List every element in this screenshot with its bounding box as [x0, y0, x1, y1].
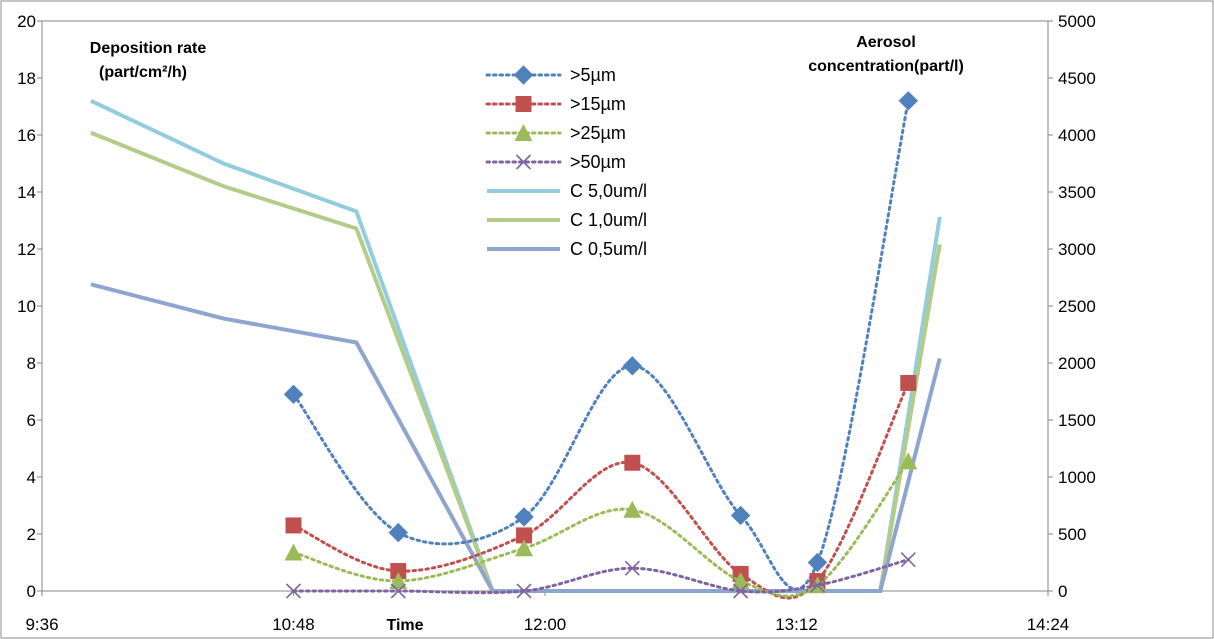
- left-tick-label: 2: [27, 525, 36, 544]
- data-point: [898, 91, 918, 111]
- legend-entry: >25µm: [485, 123, 626, 143]
- right-tick-label: 4500: [1058, 69, 1096, 88]
- x-tick-label: 13:12: [775, 615, 818, 634]
- legend-marker: [514, 124, 533, 141]
- left-tick-label: 8: [27, 354, 36, 373]
- data-point: [622, 356, 643, 376]
- right-tick-label: 2000: [1058, 354, 1096, 373]
- right-tick-label: 4000: [1058, 126, 1096, 145]
- data-point: [807, 552, 828, 573]
- legend-label: >5µm: [570, 65, 616, 85]
- series-layer: [90, 91, 942, 600]
- x-tick-label: 10:48: [272, 615, 315, 634]
- legend-marker: [515, 154, 532, 170]
- left-tick-label: 10: [17, 297, 36, 316]
- legend-label: C 5,0um/l: [570, 181, 647, 201]
- legend-entry: >50µm: [485, 152, 626, 172]
- x-tick-label: 9:36: [25, 615, 58, 634]
- legend: >5µm >15µm >25µm >50µm C 5,0um/l C 1,0um/l C 0…: [485, 65, 647, 259]
- series-c-0-5um-l: [90, 282, 942, 593]
- legend-entry: C 5,0um/l: [487, 181, 647, 201]
- data-point: [900, 552, 916, 568]
- data-point: [390, 563, 407, 580]
- data-point: [283, 384, 304, 405]
- left-axis-title-line2: (part/cm²/h): [99, 64, 187, 81]
- data-point: [285, 517, 302, 534]
- series-line: [90, 130, 942, 593]
- legend-marker: [515, 96, 532, 112]
- left-tick-label: 14: [17, 183, 36, 202]
- series-5-m: [283, 91, 918, 591]
- data-point: [388, 522, 408, 543]
- legend-entry: >5µm: [485, 65, 616, 85]
- right-tick-label: 5000: [1058, 12, 1096, 31]
- x-axis-title: Time: [386, 617, 423, 634]
- right-axis-title-line1: Aerosol: [856, 34, 916, 51]
- data-point: [900, 374, 917, 391]
- data-point: [390, 583, 406, 599]
- x-tick-label: 14:24: [1027, 615, 1070, 634]
- right-tick-label: 2500: [1058, 297, 1096, 316]
- series-50-m: [285, 552, 916, 599]
- labels-layer: Deposition rate (part/cm²/h) Aerosol con…: [90, 34, 964, 634]
- right-tick-label: 3500: [1058, 183, 1096, 202]
- left-axis-title-line1: Deposition rate: [90, 40, 207, 57]
- data-point: [514, 507, 534, 527]
- legend-label: C 0,5um/l: [570, 239, 647, 259]
- legend-label: >25µm: [570, 123, 626, 143]
- legend-label: C 1,0um/l: [570, 210, 647, 230]
- series-c-1-0um-l: [90, 130, 942, 593]
- data-point: [389, 572, 408, 590]
- data-point: [899, 452, 918, 470]
- right-tick-label: 1500: [1058, 411, 1096, 430]
- right-axis-title-line2: concentration(part/l): [808, 58, 964, 75]
- series-line: [292, 99, 910, 591]
- data-point: [284, 543, 303, 561]
- right-tick-label: 500: [1058, 525, 1086, 544]
- data-point: [730, 505, 751, 526]
- right-tick-label: 0: [1058, 582, 1067, 601]
- data-point: [515, 539, 534, 557]
- data-point: [285, 583, 302, 599]
- legend-label: >15µm: [570, 94, 626, 114]
- left-tick-label: 4: [27, 468, 36, 487]
- right-tick-label: 1000: [1058, 468, 1096, 487]
- left-tick-label: 16: [17, 126, 36, 145]
- legend-label: >50µm: [570, 152, 626, 172]
- left-tick-label: 12: [17, 240, 36, 259]
- legend-marker: [513, 65, 534, 85]
- legend-entry: C 0,5um/l: [487, 239, 647, 259]
- data-point: [809, 577, 826, 593]
- left-tick-label: 20: [17, 12, 36, 31]
- series-line: [90, 282, 942, 593]
- data-point: [623, 500, 642, 518]
- data-point: [624, 560, 640, 576]
- data-point: [516, 583, 532, 599]
- data-point: [624, 454, 641, 471]
- data-point: [733, 583, 749, 599]
- left-tick-label: 0: [27, 582, 36, 601]
- x-tick-label: 12:00: [524, 615, 567, 634]
- legend-entry: >15µm: [485, 94, 626, 114]
- data-point: [516, 527, 533, 544]
- legend-entry: C 1,0um/l: [487, 210, 647, 230]
- left-tick-label: 6: [27, 411, 36, 430]
- left-tick-label: 18: [17, 69, 36, 88]
- right-tick-label: 3000: [1058, 240, 1096, 259]
- data-point: [731, 572, 750, 590]
